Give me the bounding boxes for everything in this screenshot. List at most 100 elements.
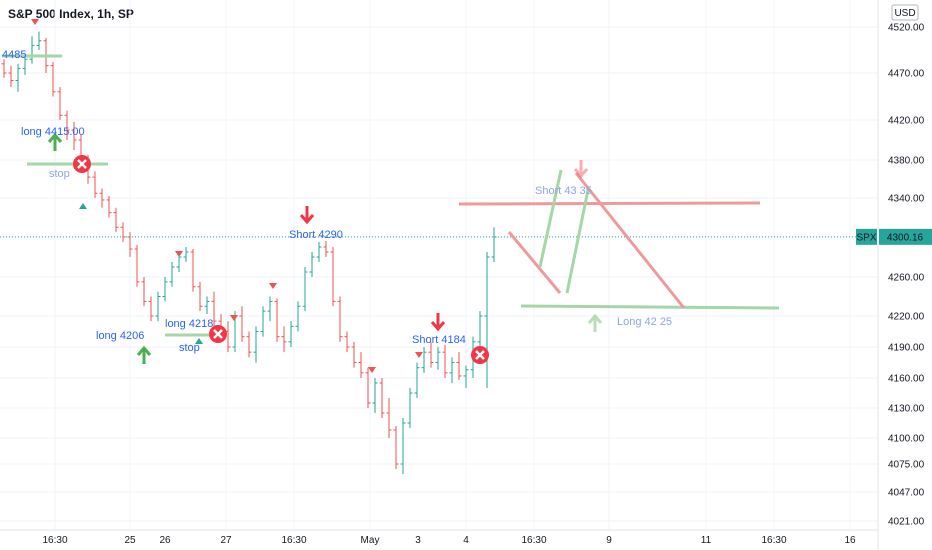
candle: [155, 291, 161, 322]
y-tick-label: 4260.00: [888, 273, 925, 284]
y-tick-label: 4130.00: [888, 404, 925, 415]
x-tick-label: May: [361, 535, 380, 546]
candle: [428, 341, 434, 368]
x-tick-label: 4: [463, 535, 469, 546]
x-tick-label: 16:30: [521, 535, 546, 546]
annotation-label: Long 42 25: [617, 316, 672, 328]
currency-label: USD: [894, 8, 915, 19]
candle: [15, 63, 21, 92]
candle: [71, 122, 77, 150]
grid: [0, 0, 878, 530]
y-tick-label: 4520.00: [888, 23, 925, 34]
y-tick-label: 4220.00: [888, 312, 925, 323]
annotation-label: long 4218: [165, 318, 213, 330]
last-price-label: 4300.16: [887, 232, 924, 243]
candle: [260, 306, 266, 337]
sell-marker: [368, 367, 376, 373]
candle: [113, 207, 119, 233]
up-arrow: [587, 313, 603, 332]
y-tick-label: 4021.00: [888, 517, 925, 528]
x-tick-label: 27: [220, 535, 232, 546]
candle: [106, 196, 112, 218]
candle: [281, 326, 287, 353]
candle: [302, 267, 308, 312]
stop-icon: [471, 346, 489, 364]
candle: [141, 277, 147, 307]
y-tick-label: 4160.00: [888, 374, 925, 385]
candle: [393, 426, 399, 469]
y-tick-label: 4470.00: [888, 69, 925, 80]
candle: [8, 65, 14, 88]
x-tick-label: 16:30: [281, 535, 306, 546]
arrow-head: [430, 321, 446, 332]
symbol-badge: [856, 228, 877, 245]
candle: [323, 241, 329, 257]
sell-marker: [175, 251, 183, 257]
candle: [351, 341, 357, 368]
buy-marker: [195, 338, 203, 344]
stop-icon: [73, 155, 91, 173]
x-tick-label: 16: [844, 535, 856, 546]
down-arrow: [573, 160, 589, 179]
projection-line: [538, 169, 563, 268]
up-arrow: [47, 132, 63, 151]
chart-title: S&P 500 Index, 1h, SP: [8, 7, 134, 21]
annotation-label: long 4415.00: [21, 126, 85, 138]
candle: [386, 398, 392, 438]
projection-line: [574, 172, 686, 309]
annotation-label: stop: [49, 168, 70, 180]
annotation-label: long 4206: [96, 330, 144, 342]
candle: [22, 54, 28, 75]
candle: [316, 242, 322, 262]
candle: [407, 388, 413, 428]
candle: [134, 245, 140, 287]
x-tick-label: 26: [159, 535, 171, 546]
buy-marker: [79, 203, 87, 209]
candle: [421, 347, 427, 373]
candle: [253, 326, 259, 363]
candle: [372, 378, 378, 413]
y-tick-label: 4075.00: [888, 460, 925, 471]
down-arrow: [430, 313, 446, 332]
candle: [29, 36, 35, 64]
candle: [148, 296, 154, 322]
candle: [36, 31, 42, 50]
symbol-label: SPX: [856, 232, 876, 243]
candle: [295, 301, 301, 332]
x-tick-label: 16:30: [42, 535, 67, 546]
x-tick-label: 25: [124, 535, 136, 546]
candle: [274, 298, 280, 342]
annotation-label: Short 4290: [289, 229, 343, 241]
candle: [1, 59, 7, 78]
candle: [288, 321, 294, 347]
candle: [92, 171, 98, 198]
candle: [246, 331, 252, 358]
down-arrow: [299, 206, 315, 225]
candle: [456, 352, 462, 380]
arrow-head: [136, 345, 152, 356]
candle: [337, 296, 343, 342]
candle: [435, 347, 441, 370]
stop-cross: [213, 329, 223, 339]
y-axis: 4520.00 4470.00 4420.00 4380.00 4340.00 4300.…: [856, 0, 932, 550]
candle: [309, 252, 315, 277]
stop-icon: [209, 325, 227, 343]
candle: [344, 331, 350, 353]
annotation-label: 4485: [2, 49, 26, 61]
y-tick-label: 4190.00: [888, 343, 925, 354]
arrow-head: [573, 168, 589, 179]
candle: [190, 249, 196, 292]
candle: [463, 365, 469, 388]
y-tick-label: 4100.00: [888, 434, 925, 445]
candle: [239, 306, 245, 342]
sell-marker: [230, 315, 238, 321]
candle: [379, 378, 385, 418]
x-tick-label: 11: [701, 535, 712, 546]
candle: [358, 352, 364, 378]
candle: [449, 357, 455, 383]
x-tick-label: 9: [606, 535, 612, 546]
y-tick-label: 4340.00: [888, 194, 925, 205]
candle: [120, 222, 126, 242]
candle: [169, 262, 175, 287]
